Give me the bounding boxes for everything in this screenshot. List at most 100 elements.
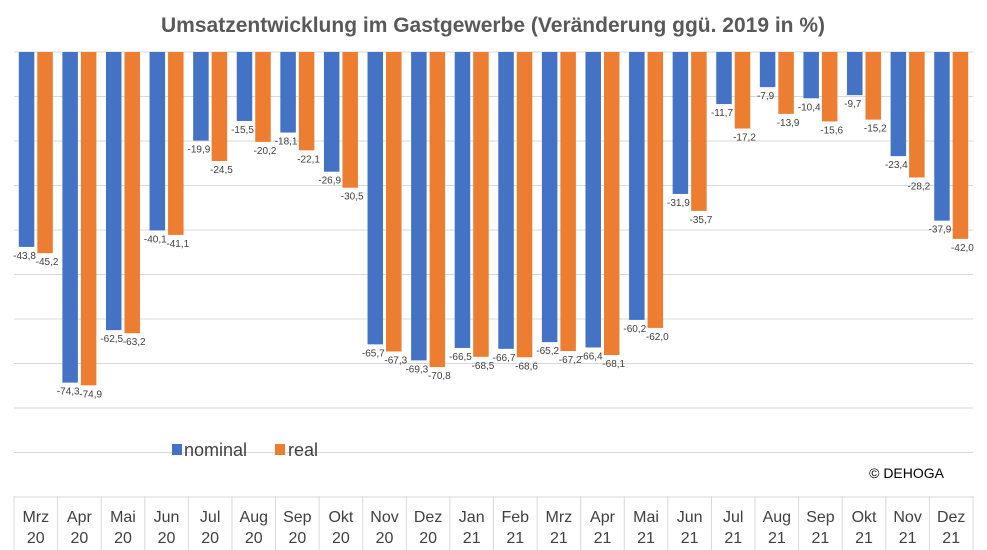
data-label-real: -70,8 (428, 371, 451, 382)
data-label-nominal: -60,2 (623, 324, 646, 335)
data-label-real: -15,2 (864, 124, 887, 135)
x-tick-month: Mai (633, 509, 659, 526)
data-label-nominal: -11,7 (711, 108, 733, 119)
x-tick-year: 21 (637, 530, 655, 547)
bar-real-Apr-20 (80, 52, 97, 386)
data-label-real: -67,3 (384, 355, 407, 366)
x-tick-year: 20 (332, 530, 350, 547)
data-label-nominal: -18,1 (275, 137, 298, 148)
x-tick-month: Mrz (546, 509, 573, 526)
x-tick-year: 21 (942, 530, 960, 547)
x-tick-year: 20 (114, 530, 132, 547)
data-label-real: -15,6 (820, 125, 843, 136)
x-tick-year: 21 (681, 530, 699, 547)
bar-nominal-Sep-21 (803, 52, 819, 99)
bar-nominal-Aug-20 (236, 52, 253, 121)
x-tick-year: 21 (550, 530, 568, 547)
bar-real-Jul-20 (211, 52, 228, 162)
bars (18, 52, 969, 386)
bar-nominal-Apr-21 (585, 52, 601, 348)
x-tick-year: 20 (70, 530, 88, 547)
data-label-real: -22,1 (297, 154, 320, 165)
legend-swatch-real (275, 444, 285, 455)
x-tick-month: Aug (240, 509, 268, 526)
x-tick-month: Nov (370, 509, 398, 526)
bar-real-Aug-21 (778, 52, 794, 114)
x-axis-tick-labels: Mrz 20 Apr 20 Mai 20 Jun 20 Jul 20 Aug 20 Sep 20 Okt 20… (22, 509, 965, 547)
bar-nominal-Sep-20 (280, 52, 296, 133)
data-label-real: -41,1 (166, 239, 189, 250)
bar-nominal-Mai-21 (629, 52, 645, 320)
x-tick-year: 21 (855, 530, 873, 547)
data-label-real: -45,2 (36, 257, 59, 268)
bar-real-Mai-21 (647, 52, 664, 328)
data-label-real: -35,7 (690, 215, 713, 226)
x-tick-month: Apr (590, 509, 616, 526)
x-tick-month: Dez (937, 509, 965, 526)
bar-nominal-Nov-20 (367, 52, 384, 345)
data-label-nominal: -15,5 (231, 125, 254, 136)
bar-nominal-Mrz-20 (18, 52, 35, 247)
bar-nominal-Nov-21 (890, 52, 907, 157)
bar-real-Sep-20 (298, 52, 315, 151)
x-tick-month: Sep (283, 509, 312, 526)
x-tick-month: Nov (893, 509, 921, 526)
bar-nominal-Jul-21 (716, 52, 732, 105)
x-tick-month: Apr (67, 509, 93, 526)
x-tick-month: Jul (723, 509, 743, 526)
x-tick-year: 20 (201, 530, 219, 547)
bar-nominal-Dez-20 (411, 52, 427, 361)
bar-real-Nov-20 (386, 52, 402, 352)
bar-nominal-Mrz-21 (541, 52, 558, 343)
data-label-nominal: -65,7 (362, 348, 385, 359)
bar-real-Okt-20 (342, 52, 358, 188)
x-tick-year: 20 (27, 530, 45, 547)
data-label-nominal: -65,2 (536, 346, 559, 357)
chart-title: Umsatzentwicklung im Gastgewerbe (Veränd… (161, 14, 825, 37)
legend-label-real: real (288, 440, 318, 460)
data-label-nominal: -74,3 (57, 387, 80, 398)
x-tick-year: 21 (812, 530, 830, 547)
x-tick-month: Jun (154, 509, 180, 526)
x-tick-year: 20 (245, 530, 263, 547)
x-tick-month: Okt (328, 509, 353, 526)
data-label-real: -68,1 (602, 359, 625, 370)
legend-swatch-nominal (172, 444, 182, 455)
bar-nominal-Okt-21 (847, 52, 863, 96)
x-tick-year: 20 (288, 530, 306, 547)
bar-nominal-Jun-20 (149, 52, 166, 231)
bar-nominal-Jun-21 (672, 52, 689, 194)
bar-real-Apr-21 (603, 52, 620, 356)
data-label-real: -20,2 (254, 146, 277, 157)
bar-real-Dez-21 (952, 52, 969, 239)
bar-real-Jun-21 (691, 52, 707, 211)
data-label-real: -68,6 (515, 361, 538, 372)
bar-nominal-Mai-20 (105, 52, 122, 331)
legend: nominal real (172, 440, 318, 460)
x-tick-year: 21 (463, 530, 481, 547)
data-label-nominal: -9,7 (844, 99, 862, 110)
x-tick-month: Mai (110, 509, 136, 526)
data-label-real: -62,0 (646, 332, 669, 343)
data-label-nominal: -19,9 (188, 145, 211, 156)
x-tick-year: 21 (594, 530, 612, 547)
bar-real-Nov-21 (909, 52, 925, 178)
data-label-real: -67,2 (559, 355, 582, 366)
data-label-real: -74,9 (79, 389, 102, 400)
bar-real-Mrz-20 (37, 52, 53, 254)
x-tick-year: 21 (768, 530, 786, 547)
x-tick-month: Jan (459, 509, 485, 526)
bar-real-Sep-21 (821, 52, 838, 122)
x-tick-year: 21 (899, 530, 917, 547)
x-tick-year: 21 (506, 530, 524, 547)
data-label-nominal: -43,8 (13, 251, 36, 262)
bar-nominal-Dez-21 (934, 52, 950, 221)
bar-nominal-Apr-20 (62, 52, 78, 383)
data-label-real: -30,5 (341, 192, 364, 203)
x-tick-month: Dez (414, 509, 442, 526)
copyright-note: © DEHOGA (869, 465, 945, 481)
data-label-real: -42,0 (951, 243, 974, 254)
bar-real-Dez-20 (429, 52, 446, 368)
x-tick-year: 21 (724, 530, 742, 547)
